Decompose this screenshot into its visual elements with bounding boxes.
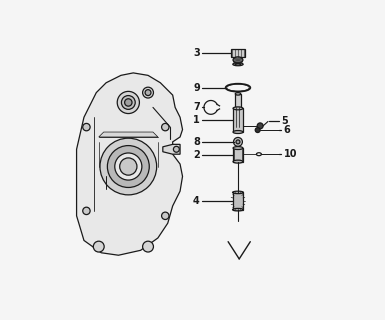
Circle shape	[145, 90, 151, 96]
Text: 6: 6	[283, 125, 290, 135]
Ellipse shape	[233, 191, 243, 194]
FancyBboxPatch shape	[231, 49, 245, 57]
Circle shape	[236, 140, 240, 144]
Text: 8: 8	[193, 137, 200, 147]
FancyBboxPatch shape	[233, 192, 243, 210]
FancyBboxPatch shape	[233, 148, 243, 162]
Circle shape	[257, 123, 263, 129]
Circle shape	[255, 128, 260, 132]
Polygon shape	[99, 132, 158, 137]
FancyBboxPatch shape	[233, 108, 243, 132]
Ellipse shape	[233, 131, 243, 133]
Circle shape	[142, 241, 154, 252]
Text: 7: 7	[193, 102, 200, 112]
Ellipse shape	[233, 147, 243, 149]
Text: 2: 2	[193, 150, 200, 160]
Circle shape	[115, 153, 142, 180]
Text: 4: 4	[193, 196, 200, 206]
Ellipse shape	[235, 63, 241, 65]
Polygon shape	[77, 73, 182, 255]
Circle shape	[125, 99, 132, 106]
Circle shape	[162, 212, 169, 220]
Text: 3: 3	[193, 48, 200, 58]
Circle shape	[100, 138, 157, 195]
Ellipse shape	[233, 57, 243, 63]
Text: 5: 5	[281, 116, 288, 126]
Text: 9: 9	[193, 83, 200, 93]
Circle shape	[173, 146, 179, 152]
Text: 1: 1	[193, 115, 200, 125]
Text: 10: 10	[283, 149, 297, 159]
Circle shape	[93, 241, 104, 252]
Ellipse shape	[233, 160, 243, 163]
Polygon shape	[163, 144, 180, 154]
Ellipse shape	[233, 63, 243, 66]
Circle shape	[234, 138, 243, 146]
Circle shape	[121, 96, 135, 109]
FancyBboxPatch shape	[235, 94, 241, 108]
Ellipse shape	[235, 92, 241, 95]
Circle shape	[83, 124, 90, 131]
Circle shape	[120, 158, 137, 175]
Ellipse shape	[233, 107, 243, 110]
Ellipse shape	[233, 208, 243, 211]
Circle shape	[83, 207, 90, 215]
Circle shape	[142, 87, 154, 98]
Circle shape	[107, 146, 149, 188]
Circle shape	[162, 124, 169, 131]
Circle shape	[117, 92, 139, 114]
